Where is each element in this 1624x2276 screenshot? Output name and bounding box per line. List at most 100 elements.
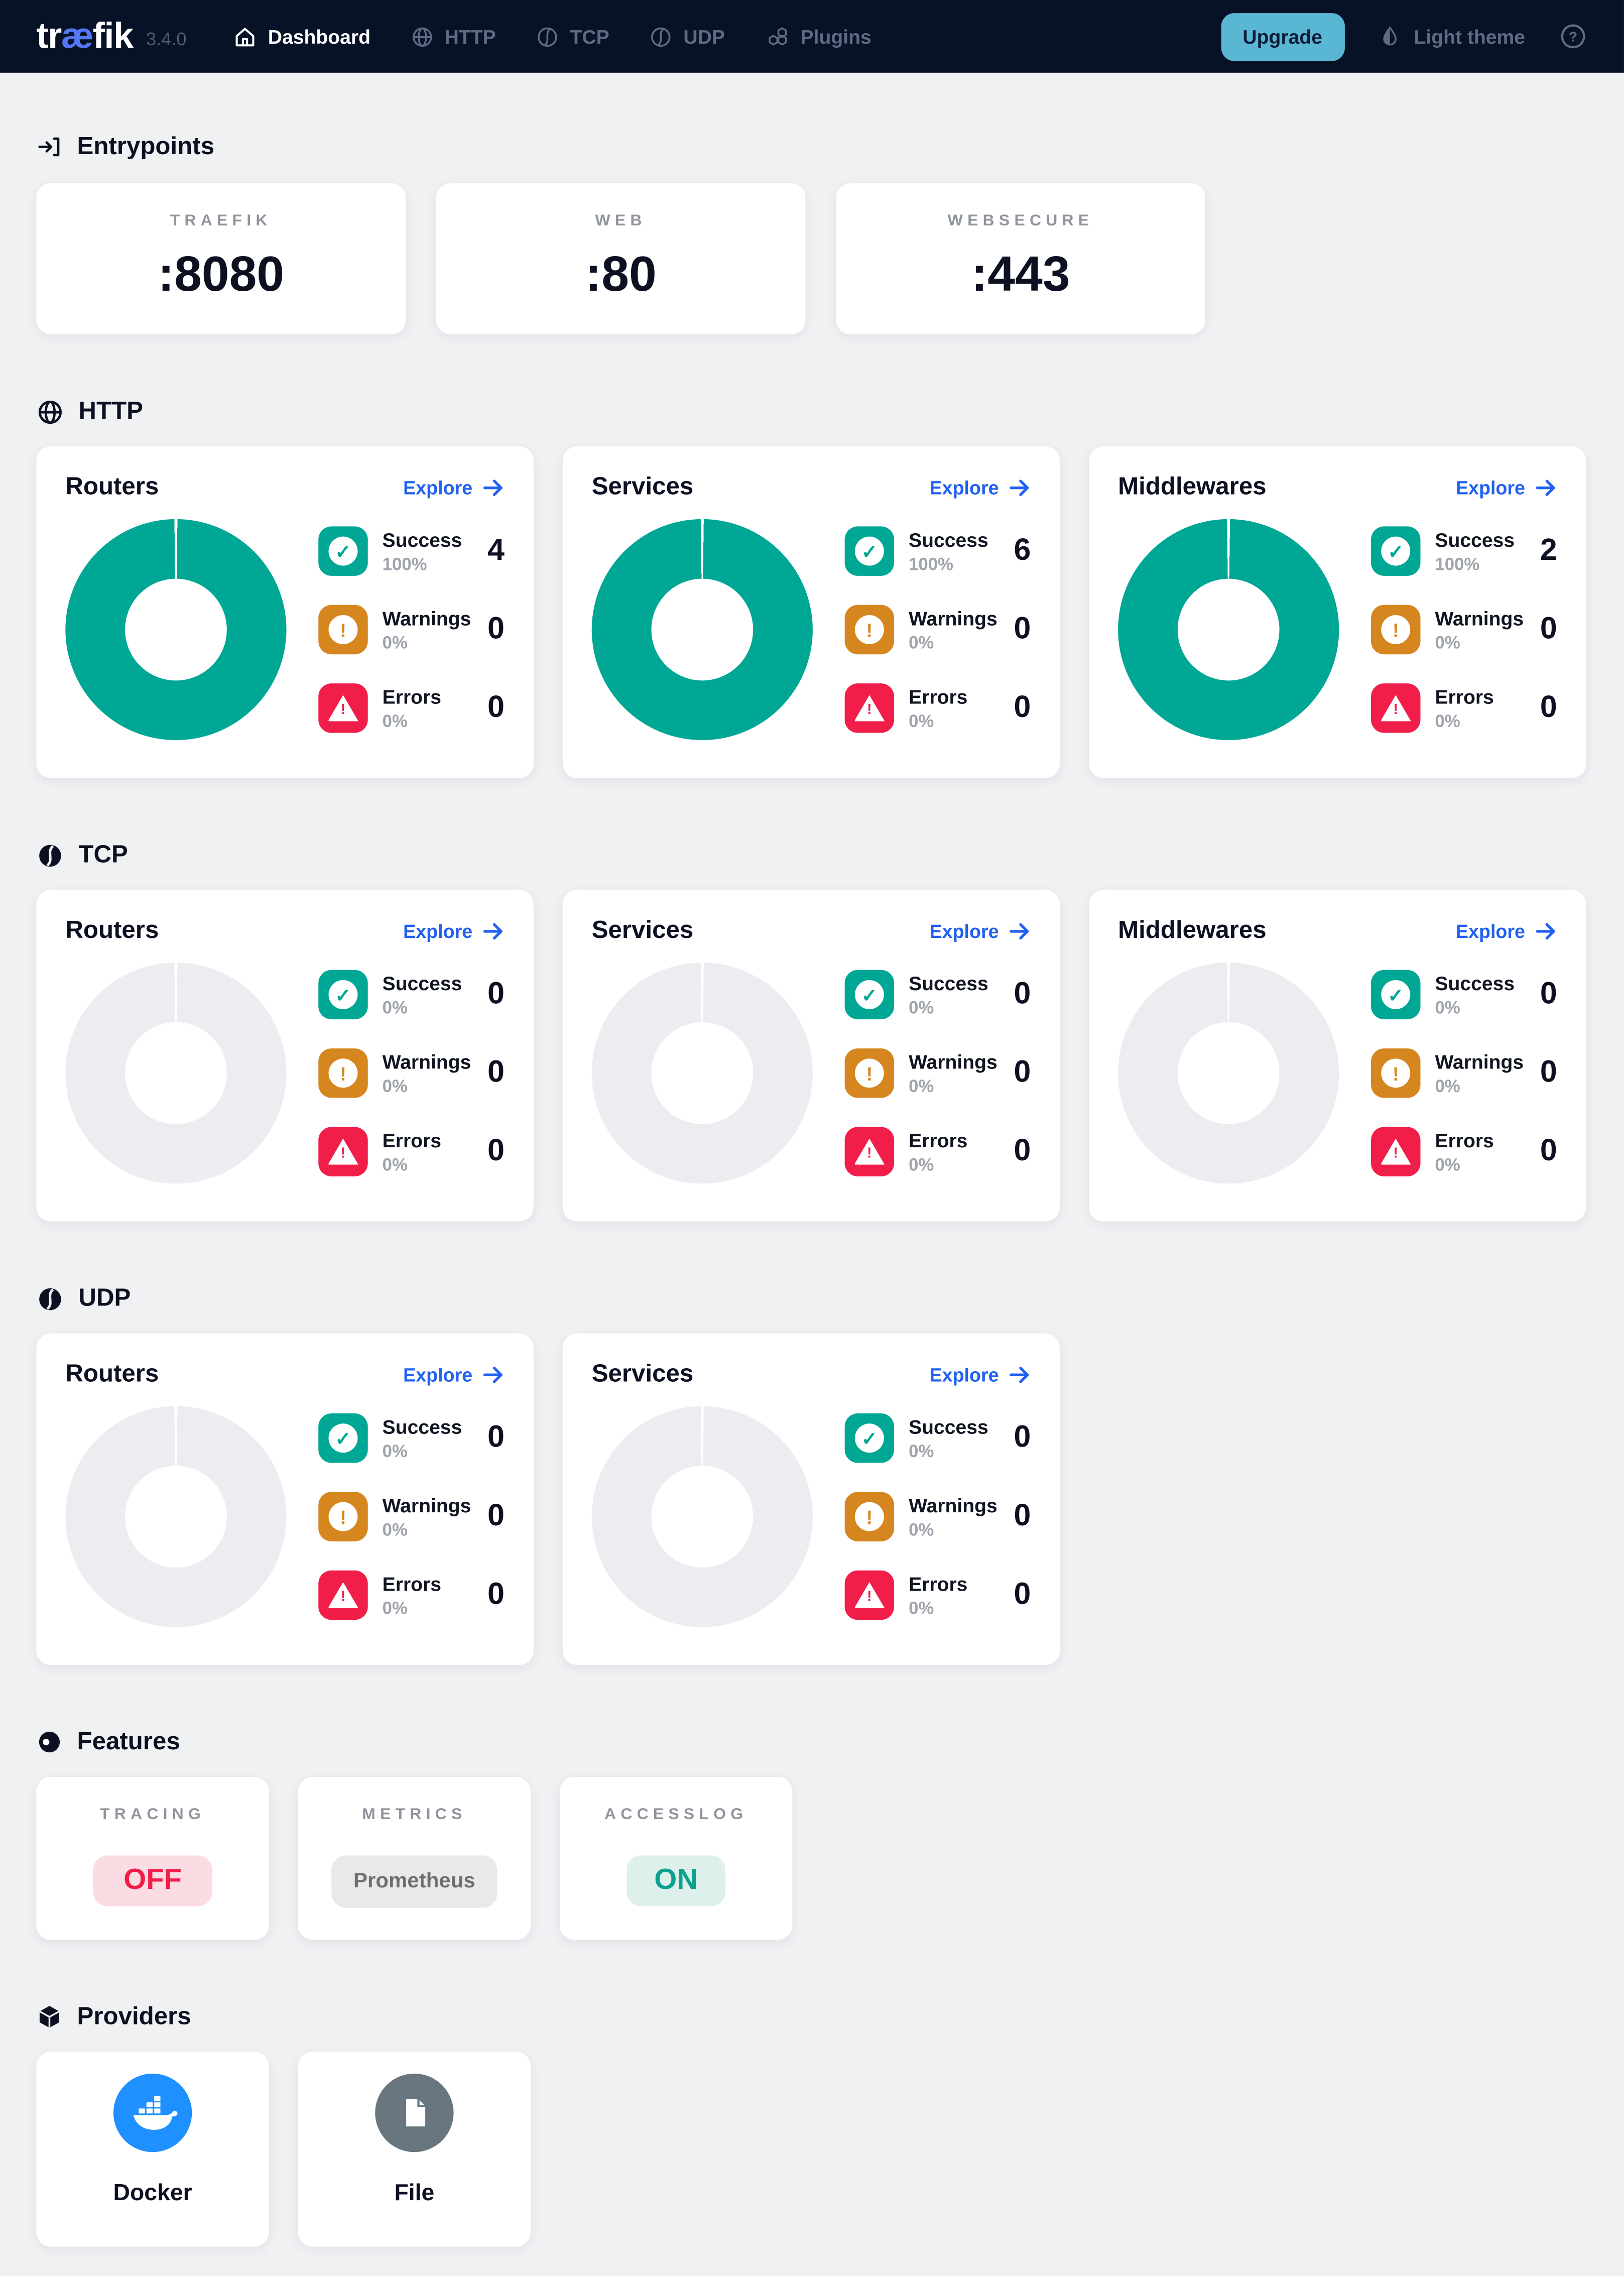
legend-value: 0 bbox=[1014, 1134, 1031, 1168]
legend-row-warnings: ! Warnings 0% 0 bbox=[844, 1048, 1031, 1098]
section-title: Entrypoints bbox=[77, 132, 215, 160]
legend-value: 0 bbox=[1014, 690, 1031, 725]
legend-row-errors: ! Errors 0% 0 bbox=[844, 1127, 1031, 1176]
legend-value: 0 bbox=[1540, 690, 1557, 725]
help-button[interactable]: ? bbox=[1559, 22, 1588, 51]
explore-link[interactable]: Explore bbox=[403, 1363, 505, 1385]
success-icon: ✓ bbox=[318, 526, 368, 576]
legend-pct: 0% bbox=[909, 1597, 934, 1618]
explore-link[interactable]: Explore bbox=[403, 476, 505, 498]
nav-item-dashboard[interactable]: Dashboard bbox=[233, 24, 370, 49]
legend-label: Success bbox=[909, 1415, 988, 1438]
entrypoint-card-traefik: TRAEFIK :8080 bbox=[36, 183, 406, 335]
providers-section: Providers Docker File bbox=[36, 2001, 1587, 2247]
udp-routers-card: Routers Explore ✓ Success 0% 0 ! bbox=[36, 1333, 534, 1665]
legend-pct: 0% bbox=[909, 1518, 934, 1539]
providers-header: Providers bbox=[36, 2001, 1587, 2033]
udp-cards-row: Routers Explore ✓ Success 0% 0 ! bbox=[36, 1333, 1587, 1665]
card-title: Services bbox=[591, 472, 694, 501]
logo-text: tr bbox=[36, 15, 62, 56]
legend-label: Errors bbox=[909, 1573, 968, 1595]
legend-pct: 0% bbox=[382, 632, 408, 652]
warning-icon: ! bbox=[1371, 1048, 1421, 1098]
arrow-right-icon bbox=[1536, 922, 1555, 939]
nav-item-label: Dashboard bbox=[268, 25, 370, 48]
nav-item-udp[interactable]: UDP bbox=[649, 24, 725, 49]
legend-row-success: ✓ Success 100% 4 bbox=[318, 526, 505, 576]
explore-link[interactable]: Explore bbox=[1456, 476, 1557, 498]
entrypoint-label: WEBSECURE bbox=[947, 212, 1094, 230]
provider-label: Docker bbox=[113, 2181, 192, 2206]
warning-icon: ! bbox=[844, 1492, 895, 1541]
feature-status-badge: Prometheus bbox=[331, 1855, 497, 1908]
http-services-card: Services Explore ✓ Success 100% 6 bbox=[562, 446, 1060, 778]
legend-row-errors: ! Errors 0% 0 bbox=[318, 1127, 505, 1176]
tcp-icon bbox=[39, 844, 61, 866]
legend-value: 0 bbox=[1014, 1420, 1031, 1455]
legend-row-errors: ! Errors 0% 0 bbox=[844, 1570, 1031, 1620]
upgrade-button[interactable]: Upgrade bbox=[1220, 12, 1344, 61]
nav-item-tcp[interactable]: TCP bbox=[535, 24, 609, 49]
explore-link[interactable]: Explore bbox=[1456, 920, 1557, 941]
legend-row-warnings: ! Warnings 0% 0 bbox=[318, 1048, 505, 1098]
legend-row-success: ✓ Success 0% 0 bbox=[318, 1413, 505, 1463]
theme-toggle[interactable]: Light theme bbox=[1378, 25, 1525, 48]
card-head: Routers Explore bbox=[65, 472, 505, 502]
help-icon: ? bbox=[1561, 24, 1585, 49]
card-body: ✓ Success 0% 0 ! Warnings 0% 0 ! bbox=[591, 1406, 1031, 1627]
legend-pct: 0% bbox=[909, 1075, 934, 1096]
donut-chart bbox=[591, 1406, 813, 1627]
legend-value: 0 bbox=[1540, 612, 1557, 646]
features-section: Features TRACING OFF METRICS Prometheus … bbox=[36, 1726, 1587, 1940]
tcp-middlewares-card: Middlewares Explore ✓ Success 0% 0 bbox=[1089, 890, 1586, 1222]
error-icon: ! bbox=[1371, 1127, 1421, 1176]
success-icon: ✓ bbox=[1371, 526, 1421, 576]
card-head: Routers Explore bbox=[65, 1360, 505, 1389]
legend-row-warnings: ! Warnings 0% 0 bbox=[1371, 605, 1557, 655]
legend-value: 0 bbox=[1014, 612, 1031, 646]
entrypoints-header: Entrypoints bbox=[36, 131, 1587, 163]
legend-label: Errors bbox=[382, 1129, 442, 1151]
legend-value: 0 bbox=[1014, 1055, 1031, 1090]
legend-label: Errors bbox=[1435, 685, 1494, 707]
explore-link[interactable]: Explore bbox=[930, 1363, 1031, 1385]
legend-value: 0 bbox=[487, 1055, 505, 1090]
legend-pct: 0% bbox=[382, 1518, 408, 1539]
section-title: Features bbox=[77, 1727, 180, 1755]
explore-label: Explore bbox=[929, 476, 999, 498]
card-body: ✓ Success 0% 0 ! Warnings 0% 0 ! bbox=[1118, 963, 1557, 1184]
legend-pct: 0% bbox=[382, 1440, 408, 1461]
legend: ✓ Success 0% 0 ! Warnings 0% 0 ! bbox=[318, 963, 505, 1183]
legend-row-errors: ! Errors 0% 0 bbox=[1371, 1127, 1557, 1176]
globe-icon bbox=[38, 400, 62, 423]
feature-card-accesslog: ACCESSLOG ON bbox=[559, 1777, 793, 1940]
nav-item-http[interactable]: HTTP bbox=[410, 24, 496, 49]
udp-icon bbox=[39, 1287, 61, 1309]
features-row: TRACING OFF METRICS Prometheus ACCESSLOG… bbox=[36, 1777, 1587, 1940]
warning-icon: ! bbox=[1371, 605, 1421, 655]
legend-value: 0 bbox=[1540, 1055, 1557, 1090]
legend-row-success: ✓ Success 0% 0 bbox=[1371, 970, 1557, 1020]
entrypoints-section: Entrypoints TRAEFIK :8080 WEB :80 WEBSEC… bbox=[36, 131, 1587, 335]
card-title: Services bbox=[591, 916, 694, 944]
feature-card-metrics: METRICS Prometheus bbox=[298, 1777, 531, 1940]
legend-label: Errors bbox=[909, 1129, 968, 1151]
legend-label: Warnings bbox=[1435, 607, 1524, 629]
explore-link[interactable]: Explore bbox=[403, 920, 505, 941]
feature-card-tracing: TRACING OFF bbox=[36, 1777, 269, 1940]
card-head: Middlewares Explore bbox=[1118, 916, 1557, 945]
legend-value: 0 bbox=[1540, 1134, 1557, 1168]
section-title: Providers bbox=[77, 2002, 191, 2030]
nav-item-label: UDP bbox=[683, 25, 725, 48]
explore-link[interactable]: Explore bbox=[930, 476, 1031, 498]
legend-value: 6 bbox=[1014, 533, 1031, 567]
explore-link[interactable]: Explore bbox=[930, 920, 1031, 941]
arrow-right-icon bbox=[1010, 478, 1029, 496]
tcp-header: TCP bbox=[36, 839, 1587, 871]
legend-value: 4 bbox=[487, 533, 505, 567]
explore-label: Explore bbox=[1455, 476, 1526, 498]
legend-label: Warnings bbox=[909, 1050, 997, 1072]
legend-pct: 0% bbox=[382, 997, 408, 1017]
entrypoint-port: :443 bbox=[971, 247, 1070, 303]
nav-item-plugins[interactable]: Plugins bbox=[764, 23, 871, 49]
